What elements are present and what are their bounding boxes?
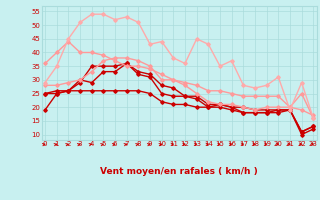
X-axis label: Vent moyen/en rafales ( km/h ): Vent moyen/en rafales ( km/h )	[100, 167, 258, 176]
